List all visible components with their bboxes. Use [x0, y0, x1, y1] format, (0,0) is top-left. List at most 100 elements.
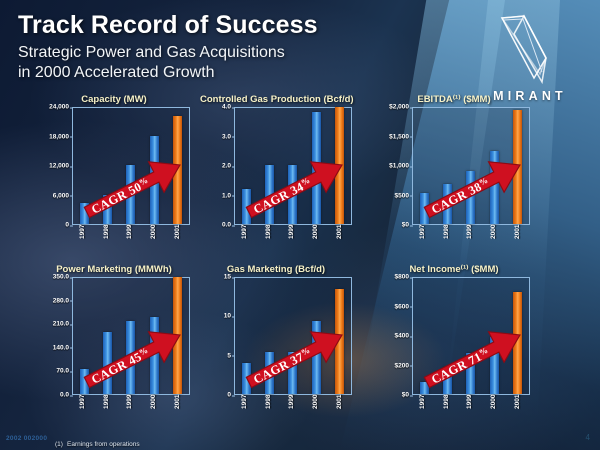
x-axis: 1997 1998 1999 2000 2001: [412, 395, 530, 425]
x-tick-label: 1997: [241, 225, 249, 240]
x-tick-label: 2001: [513, 225, 521, 240]
y-tick-label: 18,000: [49, 133, 73, 140]
x-tick-label: 2001: [335, 225, 343, 240]
x-tick-label: 1997: [241, 395, 249, 410]
x-tick-label: 1999: [126, 395, 134, 410]
footnote: (1) Earnings from operations: [55, 441, 140, 449]
y-tick-label: 0.0: [221, 221, 236, 229]
footnote-marker: (1): [55, 440, 63, 448]
y-tick-label: 5: [227, 352, 235, 360]
bar-2001: [512, 292, 522, 394]
y-tick-label: 4.0: [221, 103, 236, 111]
chart-5: Gas Marketing (Bcf/d) 0 5 10 15 CAGR 37% 1997 1…: [200, 264, 352, 425]
subtitle-line-2: in 2000 Accelerated Growth: [18, 64, 215, 82]
y-tick-label: 0: [227, 391, 235, 399]
charts-grid: Capacity (MW) 0 6,000 12,000 18,000 24,000 CAG…: [0, 92, 600, 432]
bar-1997: [242, 188, 252, 224]
x-tick-label: 1999: [466, 225, 474, 240]
plot-area: 0.0 70.0 140.0 210.0 280.0 350.0 CAGR 45%: [38, 274, 190, 399]
y-tick-label: $1,500: [389, 133, 413, 140]
mirant-ribbon-icon: [500, 14, 547, 85]
plot-canvas: CAGR 37%: [234, 277, 352, 395]
x-tick-label: 2000: [490, 225, 498, 240]
bar-2001: [172, 115, 182, 224]
bar-1997: [420, 193, 430, 224]
bar-2000: [149, 135, 159, 224]
y-tick-label: 140.0: [52, 344, 74, 352]
bar-2000: [489, 337, 499, 394]
chart-4: Power Marketing (MMWh) 0.0 70.0 140.0 210.0 2…: [38, 264, 190, 425]
bar-1998: [265, 351, 275, 394]
bar-1999: [288, 351, 298, 394]
bar-2001: [512, 110, 522, 224]
x-axis: 1997 1998 1999 2000 2001: [234, 395, 352, 425]
x-tick-label: 1997: [419, 395, 427, 410]
x-tick-label: 1999: [288, 225, 296, 240]
svg-text:CAGR 34%: CAGR 34%: [251, 175, 314, 217]
bar-1999: [466, 170, 476, 224]
x-tick-label: 1998: [102, 395, 110, 410]
x-axis: 1997 1998 1999 2000 2001: [72, 225, 190, 255]
bar-1997: [80, 202, 90, 224]
chart-3: EBITDA⁽¹⁾ ($MM) $0 $500 $1,000 $1,500 $2,000 C…: [378, 94, 530, 255]
x-tick-label: 2000: [150, 395, 158, 410]
y-axis: $0 $200 $400 $600 $800: [378, 273, 414, 399]
logo-wordmark: MIRANT: [493, 89, 567, 103]
y-axis: 0.0 1.0 2.0 3.0 4.0: [200, 103, 236, 229]
plot-area: $0 $500 $1,000 $1,500 $2,000 CAGR 38%: [378, 104, 530, 229]
svg-text:CAGR 38%: CAGR 38%: [429, 175, 492, 217]
y-tick-label: 2.0: [221, 162, 236, 170]
bar-1998: [443, 183, 453, 224]
plot-canvas: CAGR 71%: [412, 277, 530, 395]
svg-text:CAGR 71%: CAGR 71%: [429, 345, 492, 387]
y-tick-label: 12,000: [49, 162, 73, 170]
slide-header: Track Record of Success Strategic Power …: [18, 12, 318, 83]
x-tick-label: 1998: [442, 395, 450, 410]
chart-title: Capacity (MW): [81, 94, 147, 105]
y-tick-label: 6,000: [52, 192, 74, 199]
x-tick-label: 1999: [466, 395, 474, 410]
x-tick-label: 2001: [513, 395, 521, 410]
x-tick-label: 2001: [173, 225, 181, 240]
footnote-text: Earnings from operations: [67, 440, 140, 448]
plot-canvas: CAGR 45%: [72, 277, 190, 395]
y-tick-label: $800: [394, 273, 414, 281]
y-axis: $0 $500 $1,000 $1,500 $2,000: [378, 104, 414, 229]
plot-canvas: CAGR 38%: [412, 107, 530, 225]
x-tick-label: 2000: [312, 225, 320, 240]
y-tick-label: $0: [401, 391, 414, 399]
bar-1999: [288, 165, 298, 224]
date-stamp: 2002 002000: [6, 435, 48, 442]
chart-title: Gas Marketing (Bcf/d): [226, 264, 326, 275]
plot-area: 0.0 1.0 2.0 3.0 4.0 CAGR 34%: [200, 103, 352, 229]
x-axis: 1997 1998 1999 2000 2001: [234, 225, 352, 255]
x-axis: 1997 1998 1999 2000 2001: [412, 225, 530, 255]
y-tick-label: 70.0: [56, 367, 73, 375]
y-axis: 0 5 10 15: [200, 273, 236, 399]
y-tick-label: 210.0: [52, 320, 74, 328]
bar-2000: [149, 317, 159, 394]
bar-1997: [242, 363, 252, 394]
plot-area: $0 $200 $400 $600 $800 CAGR 71%: [378, 273, 530, 399]
x-tick-label: 1997: [419, 225, 427, 240]
y-tick-label: 15: [223, 273, 236, 281]
y-tick-label: $600: [394, 303, 414, 310]
y-tick-label: 24,000: [49, 103, 73, 111]
bar-1997: [420, 382, 430, 394]
x-tick-label: 1998: [264, 395, 272, 410]
y-axis: 0 6,000 12,000 18,000 24,000: [38, 103, 74, 229]
svg-text:CAGR 50%: CAGR 50%: [89, 175, 152, 217]
y-tick-label: $400: [394, 332, 414, 340]
chart-1: Capacity (MW) 0 6,000 12,000 18,000 24,000 CAG…: [38, 94, 190, 255]
bar-2001: [172, 277, 182, 394]
x-tick-label: 1997: [79, 395, 87, 410]
y-tick-label: 1.0: [221, 192, 236, 199]
bar-1998: [103, 195, 113, 224]
bar-1998: [103, 331, 113, 394]
chart-title: Controlled Gas Production (Bcf/d): [200, 94, 354, 105]
y-tick-label: 3.0: [221, 133, 236, 140]
svg-text:CAGR 37%: CAGR 37%: [251, 345, 314, 387]
x-tick-label: 2001: [335, 395, 343, 410]
chart-2: Controlled Gas Production (Bcf/d) 0.0 1.0 2…: [200, 94, 354, 255]
